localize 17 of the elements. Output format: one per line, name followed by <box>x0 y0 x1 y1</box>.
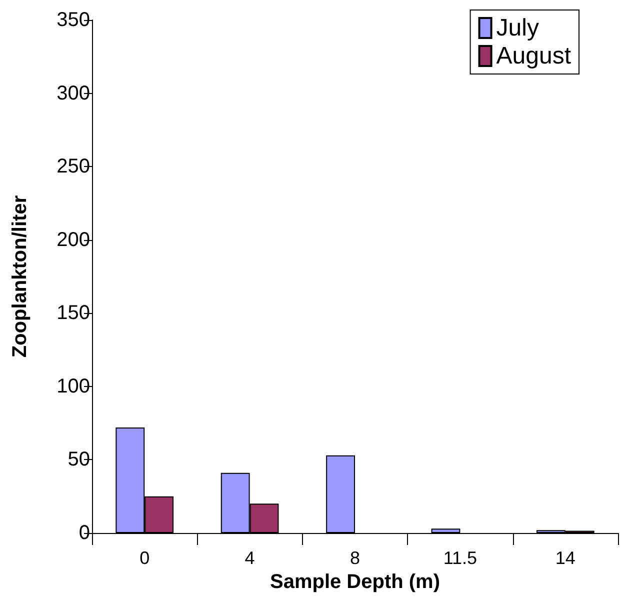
x-tick-label: 4 <box>244 548 255 568</box>
y-tick-label: 0 <box>78 522 90 544</box>
x-tick-label: 11.5 <box>443 548 478 568</box>
y-tick-label: 50 <box>68 448 90 471</box>
y-axis-title: Zooplankton/liter <box>9 195 31 358</box>
y-tick-label: 350 <box>56 9 90 31</box>
y-tick-label: 300 <box>56 82 90 104</box>
x-axis-title: Sample Depth (m) <box>270 570 440 593</box>
y-tick-label: 200 <box>56 228 90 251</box>
y-tick-label: 250 <box>56 156 90 178</box>
legend-label: July <box>496 14 539 42</box>
x-tick-label: 0 <box>140 548 150 568</box>
legend-label: August <box>496 42 572 70</box>
x-tick-label: 14 <box>555 548 576 568</box>
x-tick-label: 8 <box>350 548 360 568</box>
y-tick-label: 150 <box>56 302 90 324</box>
y-tick-label: 100 <box>56 375 90 398</box>
